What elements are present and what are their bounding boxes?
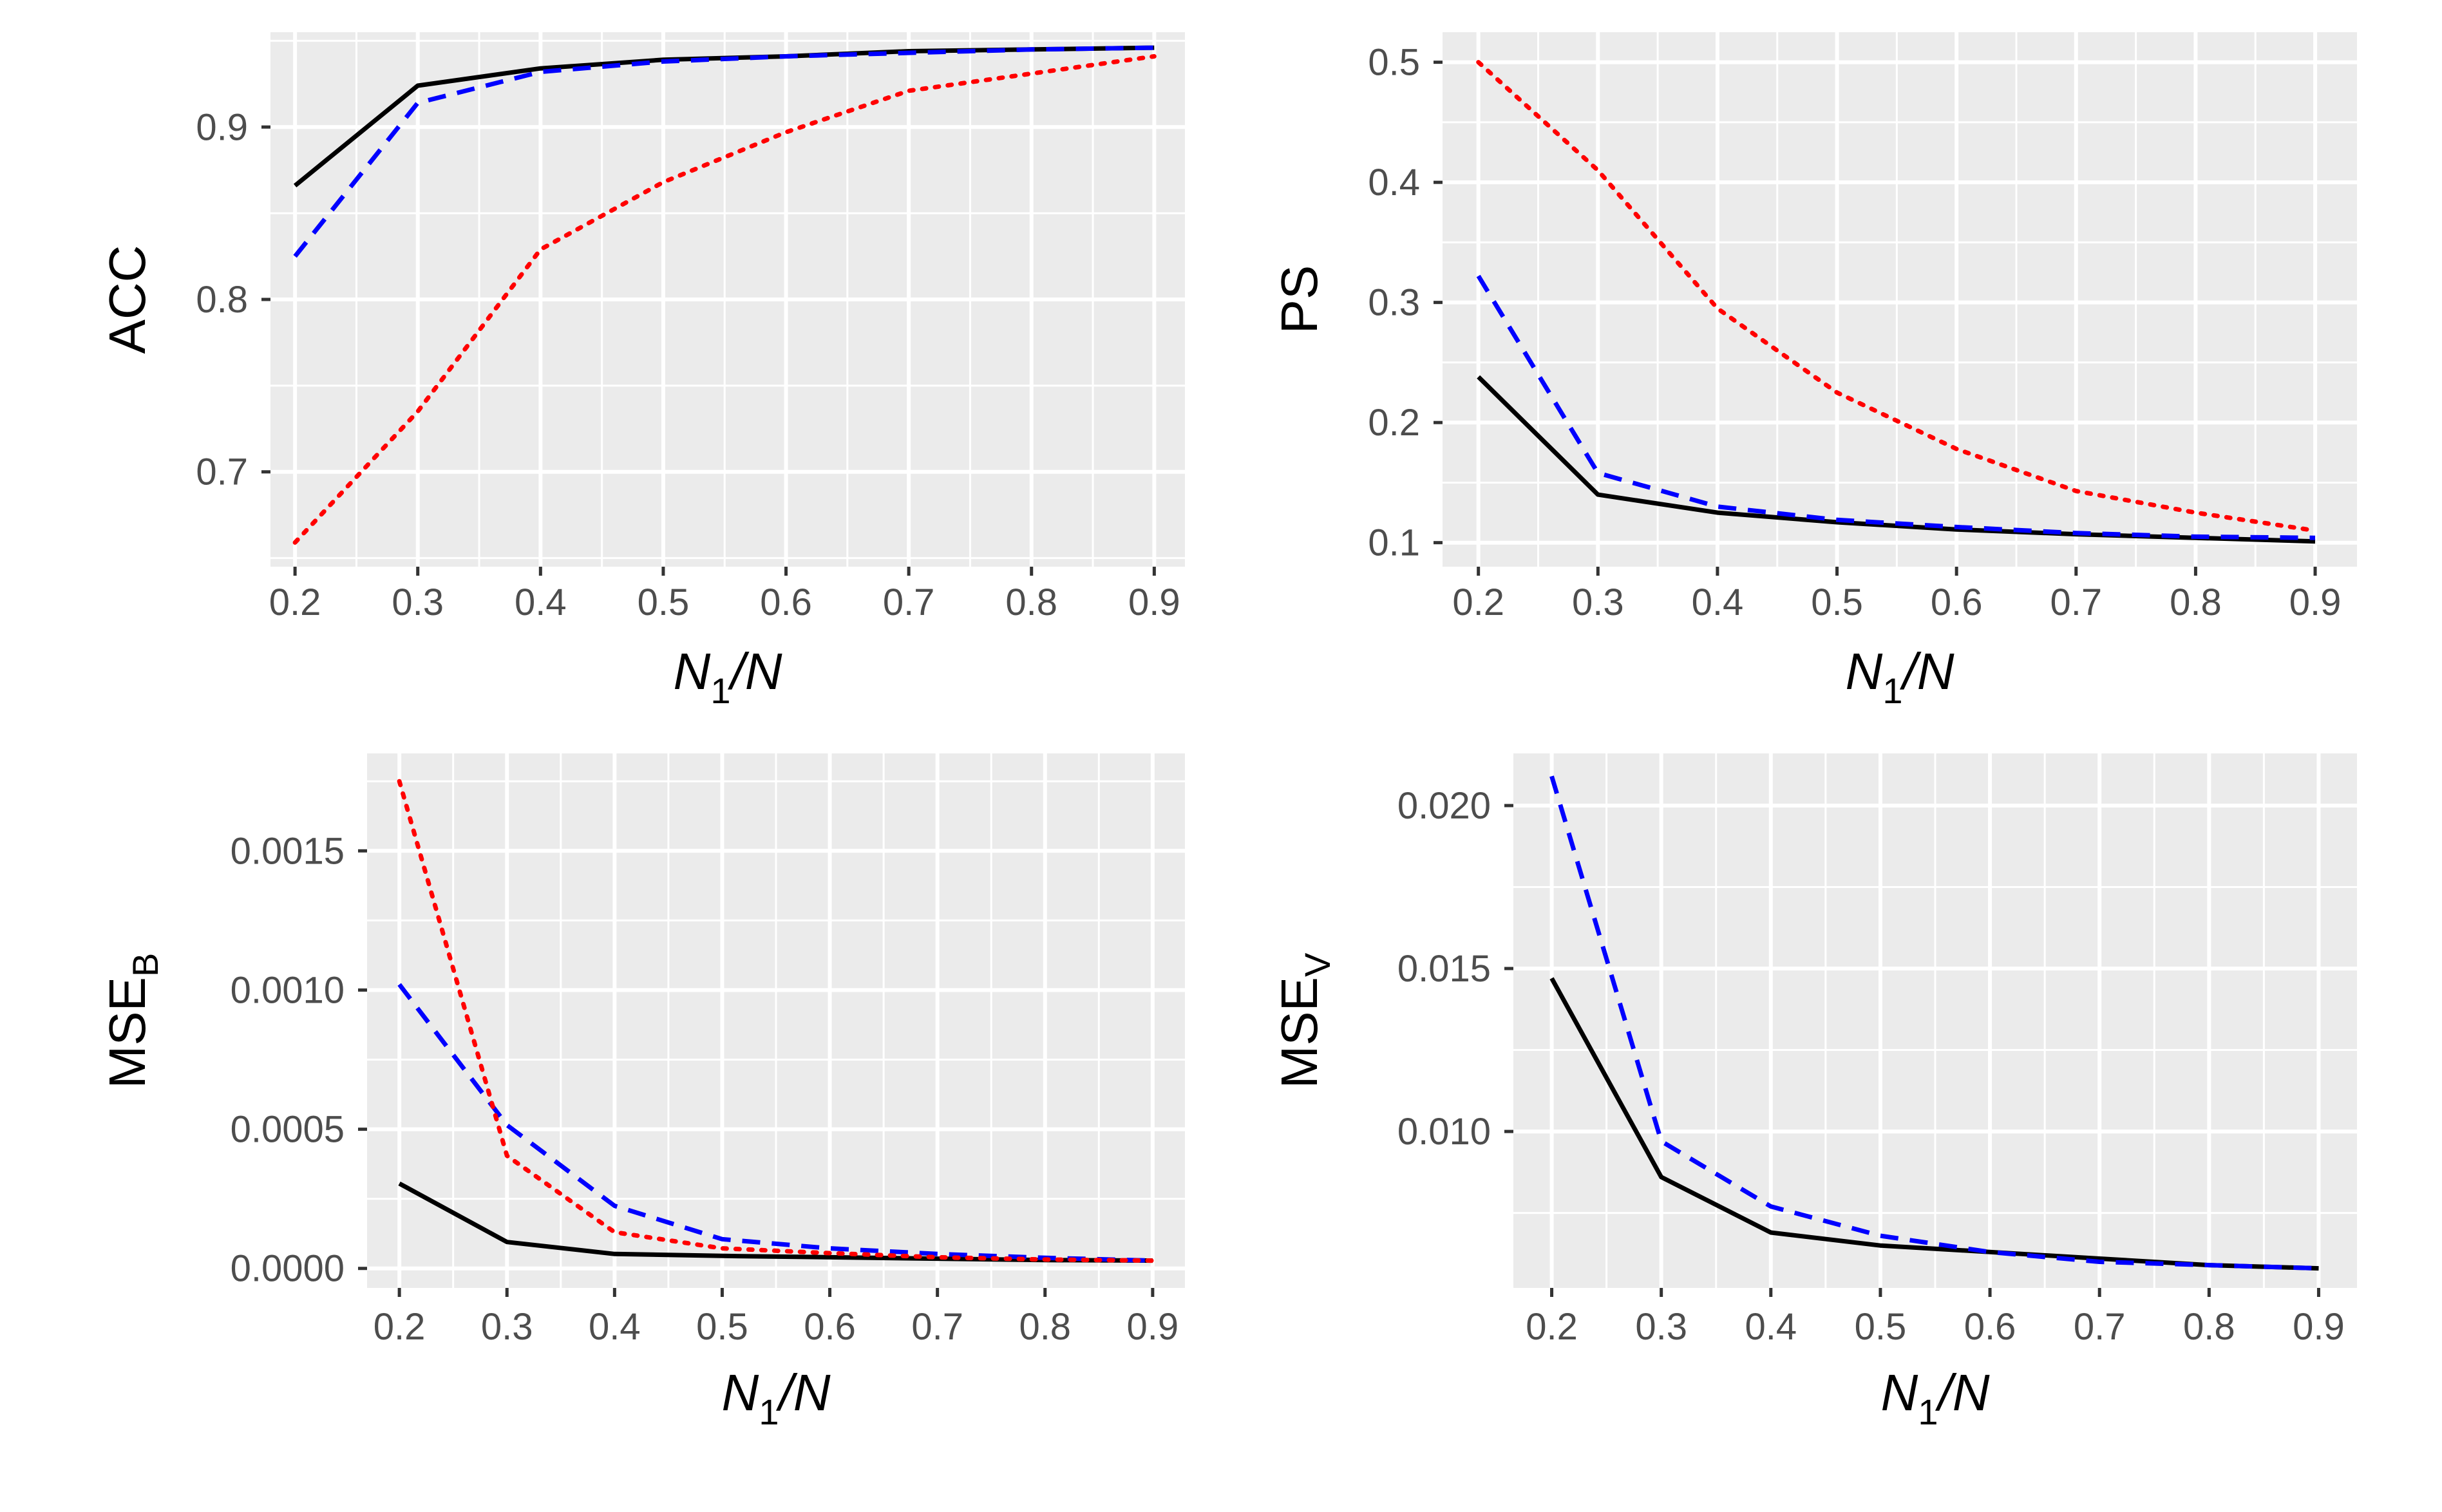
panel-1: 0.2 0.3 0.4 0.5 0.6 0.7 0.8 0.9 0.7 0.8 0.9 N1/N ACC bbox=[99, 32, 1185, 711]
series-line-dashed bbox=[1476, 274, 2316, 540]
x-axis-title: N1/N bbox=[1846, 643, 1955, 711]
y-tick-label: 0.9 bbox=[196, 106, 248, 148]
x-tick-label: 0.6 bbox=[760, 581, 812, 623]
y-tick-label: 0.0010 bbox=[231, 969, 345, 1011]
y-axis-title: PS bbox=[1271, 265, 1328, 334]
x-tick-label: 0.9 bbox=[2293, 1306, 2345, 1348]
x-tick-label: 0.6 bbox=[1931, 581, 1983, 623]
series-line-dotted bbox=[397, 779, 1155, 1263]
series-line-solid bbox=[398, 1181, 1153, 1263]
x-tick-label: 0.2 bbox=[374, 1306, 426, 1348]
y-axis-title: MSEV bbox=[1271, 952, 1338, 1088]
x-tick-label: 0.5 bbox=[696, 1306, 748, 1348]
y-tick-label: 0.4 bbox=[1368, 162, 1420, 203]
x-tick-label: 0.8 bbox=[2170, 581, 2222, 623]
y-tick-label: 0.7 bbox=[196, 451, 248, 493]
panel-3: 0.2 0.3 0.4 0.5 0.6 0.7 0.8 0.9 0.0000 0.0005 0.00… bbox=[99, 753, 1185, 1432]
x-tick-label: 0.8 bbox=[2183, 1306, 2235, 1348]
x-tick-label: 0.4 bbox=[1745, 1306, 1797, 1348]
series-line-dotted bbox=[1476, 60, 2318, 533]
y-tick-label: 0.0005 bbox=[231, 1109, 345, 1151]
y-tick-label: 0.020 bbox=[1397, 785, 1491, 827]
x-axis-title: N1/N bbox=[1881, 1364, 1990, 1432]
x-tick-label: 0.2 bbox=[1526, 1306, 1578, 1348]
y-tick-label: 0.0000 bbox=[231, 1248, 345, 1290]
x-tick-label: 0.8 bbox=[1019, 1306, 1071, 1348]
y-tick-label: 0.010 bbox=[1397, 1111, 1491, 1153]
x-tick-label: 0.7 bbox=[883, 581, 935, 623]
series-line-dotted bbox=[292, 54, 1157, 545]
x-tick-label: 0.8 bbox=[1005, 581, 1057, 623]
x-tick-label: 0.3 bbox=[481, 1306, 533, 1348]
x-tick-label: 0.4 bbox=[589, 1306, 641, 1348]
x-tick-label: 0.2 bbox=[1452, 581, 1504, 623]
series-line-dashed bbox=[293, 45, 1155, 258]
x-tick-label: 0.3 bbox=[392, 581, 444, 623]
panel-4: 0.2 0.3 0.4 0.5 0.6 0.7 0.8 0.9 0.010 0.015 0.020 N… bbox=[1271, 753, 2357, 1432]
y-tick-label: 0.3 bbox=[1368, 282, 1420, 324]
x-tick-label: 0.9 bbox=[1127, 1306, 1179, 1348]
plot-background bbox=[1443, 32, 2357, 567]
y-tick-label: 0.2 bbox=[1368, 402, 1420, 444]
x-tick-label: 0.7 bbox=[2050, 581, 2102, 623]
x-tick-label: 0.6 bbox=[1964, 1306, 2016, 1348]
y-tick-label: 0.015 bbox=[1397, 948, 1491, 990]
y-axis-title: MSEB bbox=[99, 953, 166, 1089]
series-line-dashed bbox=[397, 983, 1153, 1263]
x-tick-label: 0.7 bbox=[2074, 1306, 2126, 1348]
x-tick-label: 0.9 bbox=[2289, 581, 2342, 623]
x-tick-label: 0.4 bbox=[515, 581, 567, 623]
y-axis-title: ACC bbox=[99, 245, 156, 354]
x-tick-label: 0.3 bbox=[1572, 581, 1624, 623]
x-tick-label: 0.2 bbox=[269, 581, 321, 623]
x-tick-label: 0.7 bbox=[911, 1306, 963, 1348]
y-tick-label: 0.5 bbox=[1368, 42, 1420, 84]
x-tick-label: 0.5 bbox=[1855, 1306, 1907, 1348]
panel-2: 0.2 0.3 0.4 0.5 0.6 0.7 0.8 0.9 0.1 0.2 0.3 0.4 0.5 N… bbox=[1271, 32, 2357, 711]
x-tick-label: 0.3 bbox=[1635, 1306, 1687, 1348]
x-tick-label: 0.5 bbox=[1811, 581, 1863, 623]
x-tick-label: 0.6 bbox=[804, 1306, 856, 1348]
y-tick-label: 0.8 bbox=[196, 279, 248, 321]
y-tick-label: 0.0015 bbox=[231, 830, 345, 872]
series-line-dashed bbox=[1549, 775, 2319, 1271]
x-axis-title: N1/N bbox=[674, 643, 782, 711]
y-tick-label: 0.1 bbox=[1368, 522, 1420, 564]
x-axis-title: N1/N bbox=[722, 1364, 831, 1432]
x-tick-label: 0.4 bbox=[1692, 581, 1744, 623]
x-tick-label: 0.5 bbox=[638, 581, 690, 623]
x-tick-label: 0.9 bbox=[1128, 581, 1180, 623]
